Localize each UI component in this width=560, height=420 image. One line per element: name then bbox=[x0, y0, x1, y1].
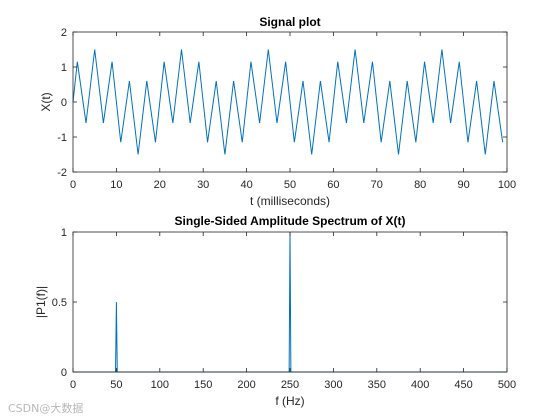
y-tick-label: 0.5 bbox=[52, 297, 67, 309]
signal-plot: Signal plot 0 10 20 30 40 50 60 70 80 90 100 -2-10… bbox=[39, 15, 516, 208]
x-tick-label: 50 bbox=[110, 379, 122, 391]
signal-plot-xlabel: t (milliseconds) bbox=[250, 194, 330, 208]
spectrum-plot-xlabel: f (Hz) bbox=[275, 394, 304, 408]
spectrum-plot: Single-Sided Amplitude Spectrum of X(t) … bbox=[34, 214, 516, 408]
x-tick-label: 300 bbox=[324, 379, 342, 391]
series-line-0 bbox=[72, 49, 504, 155]
x-tick-label: 20 bbox=[154, 179, 166, 191]
x-tick-label: 450 bbox=[454, 379, 472, 391]
signal-plot-title: Signal plot bbox=[259, 15, 320, 29]
watermark: CSDN@大数据 bbox=[8, 401, 83, 415]
x-tick-label: 80 bbox=[414, 179, 426, 191]
y-tick-label: -1 bbox=[57, 132, 67, 144]
x-tick-label: 100 bbox=[151, 379, 169, 391]
x-tick-label: 250 bbox=[281, 379, 299, 391]
spectrum-plot-ylabel: |P1(f)| bbox=[34, 286, 48, 318]
signal-plot-series bbox=[72, 49, 504, 155]
signal-plot-x-ticks: 0 10 20 30 40 50 60 70 80 90 100 bbox=[70, 32, 516, 191]
y-tick-label: 1 bbox=[61, 62, 67, 74]
x-tick-label: 500 bbox=[498, 379, 516, 391]
y-tick-label: 2 bbox=[61, 27, 67, 39]
spectrum-plot-x-ticks: 0 50 100 150 200 250 300 350 400 450 500 bbox=[70, 232, 516, 391]
spectrum-plot-y-ticks: 00.51 bbox=[52, 227, 507, 379]
x-tick-label: 100 bbox=[498, 179, 516, 191]
x-tick-label: 40 bbox=[240, 179, 252, 191]
x-tick-label: 10 bbox=[110, 179, 122, 191]
y-tick-label: 0 bbox=[61, 97, 67, 109]
y-tick-label: 0 bbox=[61, 367, 67, 379]
x-tick-label: 150 bbox=[194, 379, 212, 391]
x-tick-label: 200 bbox=[237, 379, 255, 391]
y-tick-label: -2 bbox=[57, 167, 67, 179]
x-tick-label: 400 bbox=[411, 379, 429, 391]
x-tick-label: 0 bbox=[70, 379, 76, 391]
y-tick-label: 1 bbox=[61, 227, 67, 239]
x-tick-label: 30 bbox=[197, 179, 209, 191]
x-tick-label: 350 bbox=[368, 379, 386, 391]
spectrum-plot-title: Single-Sided Amplitude Spectrum of X(t) bbox=[175, 214, 406, 228]
signal-plot-y-ticks: -2 -1 0 1 2 bbox=[57, 27, 507, 179]
x-tick-label: 50 bbox=[284, 179, 296, 191]
x-tick-label: 70 bbox=[371, 179, 383, 191]
x-tick-label: 90 bbox=[457, 179, 469, 191]
x-tick-label: 60 bbox=[327, 179, 339, 191]
x-tick-label: 0 bbox=[70, 179, 76, 191]
signal-plot-ylabel: X(t) bbox=[39, 92, 53, 111]
